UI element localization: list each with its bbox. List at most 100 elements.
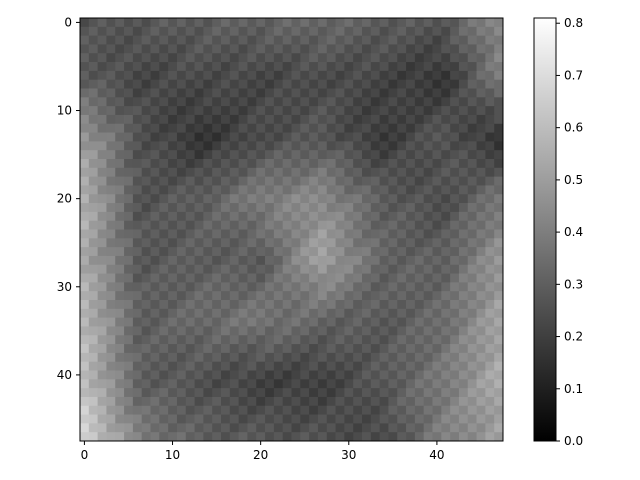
heatmap-cell bbox=[353, 291, 363, 301]
heatmap-cell bbox=[326, 150, 336, 160]
heatmap-cell bbox=[159, 229, 169, 239]
heatmap-cell bbox=[485, 150, 495, 160]
heatmap-cell bbox=[406, 211, 416, 222]
heatmap-cell bbox=[335, 326, 345, 336]
heatmap-cell bbox=[247, 35, 257, 45]
heatmap-cell bbox=[458, 167, 469, 178]
heatmap-cell bbox=[476, 326, 486, 336]
heatmap-cell bbox=[256, 53, 266, 63]
heatmap-cell bbox=[344, 335, 354, 345]
heatmap-cell bbox=[362, 26, 372, 37]
heatmap-cell bbox=[300, 308, 310, 319]
heatmap-cell bbox=[265, 255, 275, 266]
heatmap-cell bbox=[221, 361, 231, 371]
heatmap-cell bbox=[124, 379, 134, 389]
heatmap-cell bbox=[397, 176, 407, 186]
heatmap-cell bbox=[176, 255, 187, 266]
heatmap-cell bbox=[326, 308, 336, 319]
heatmap-cell bbox=[229, 344, 240, 354]
heatmap-cell bbox=[247, 361, 257, 371]
heatmap-cell bbox=[159, 150, 169, 160]
heatmap-cell bbox=[282, 123, 292, 133]
heatmap-cell bbox=[203, 388, 213, 398]
heatmap-cell bbox=[229, 114, 240, 125]
heatmap-cell bbox=[150, 70, 160, 81]
heatmap-cell bbox=[124, 291, 134, 301]
heatmap-cell bbox=[97, 352, 107, 363]
heatmap-cell bbox=[238, 88, 248, 98]
heatmap-cell bbox=[273, 53, 284, 63]
heatmap-cell bbox=[432, 26, 442, 37]
heatmap-cell bbox=[265, 79, 275, 89]
heatmap-cell bbox=[124, 326, 134, 336]
heatmap-cell bbox=[379, 379, 389, 389]
heatmap-cell bbox=[168, 238, 178, 248]
heatmap-cell bbox=[256, 370, 266, 380]
heatmap-cell bbox=[458, 53, 469, 63]
heatmap-cell bbox=[273, 388, 284, 398]
heatmap-cell bbox=[238, 53, 248, 63]
heatmap-cell bbox=[458, 194, 469, 204]
heatmap-cell bbox=[414, 388, 425, 398]
heatmap-cell bbox=[309, 176, 319, 186]
heatmap-cell bbox=[238, 273, 248, 283]
heatmap-cell bbox=[97, 388, 107, 398]
heatmap-cell bbox=[291, 79, 301, 89]
heatmap-cell bbox=[159, 44, 169, 54]
heatmap-cell bbox=[203, 282, 213, 292]
heatmap-cell bbox=[406, 238, 416, 248]
heatmap-cell bbox=[203, 70, 213, 81]
heatmap-cell bbox=[168, 123, 178, 133]
heatmap-cell bbox=[414, 194, 425, 204]
heatmap-cell bbox=[397, 35, 407, 45]
heatmap-cell bbox=[229, 35, 240, 45]
heatmap-cell bbox=[221, 396, 231, 407]
heatmap-cell bbox=[423, 229, 433, 239]
heatmap-cell bbox=[221, 18, 231, 28]
heatmap-cell bbox=[379, 361, 389, 371]
heatmap-cell bbox=[379, 106, 389, 116]
heatmap-cell bbox=[458, 26, 469, 37]
heatmap-cell bbox=[247, 432, 257, 442]
heatmap-cell bbox=[106, 106, 116, 116]
heatmap-cell bbox=[194, 123, 204, 133]
heatmap-cell bbox=[247, 123, 257, 133]
heatmap-cell bbox=[282, 344, 292, 354]
heatmap-cell bbox=[256, 79, 266, 89]
heatmap-cell bbox=[388, 176, 398, 186]
y-tick-label: 10 bbox=[57, 104, 72, 118]
heatmap-cell bbox=[362, 159, 372, 169]
heatmap-cell bbox=[176, 97, 187, 107]
heatmap-cell bbox=[388, 97, 398, 107]
heatmap-cell bbox=[203, 317, 213, 327]
heatmap-cell bbox=[124, 150, 134, 160]
heatmap-cell bbox=[414, 273, 425, 283]
heatmap-cell bbox=[458, 326, 469, 336]
heatmap-cell bbox=[229, 273, 240, 283]
heatmap-cell bbox=[458, 79, 469, 89]
heatmap-cell bbox=[256, 150, 266, 160]
heatmap-cell bbox=[414, 317, 425, 327]
heatmap-cell bbox=[256, 352, 266, 363]
heatmap-cell bbox=[273, 70, 284, 81]
heatmap-cell bbox=[203, 220, 213, 230]
heatmap-cell bbox=[141, 388, 151, 398]
heatmap-cell bbox=[212, 432, 222, 442]
heatmap-cell bbox=[124, 238, 134, 248]
heatmap-cell bbox=[353, 185, 363, 195]
heatmap-cell bbox=[379, 70, 389, 81]
heatmap-cell bbox=[88, 176, 99, 186]
heatmap-cell bbox=[291, 255, 301, 266]
heatmap-cell bbox=[141, 379, 151, 389]
heatmap-cell bbox=[265, 273, 275, 283]
heatmap-cell bbox=[185, 238, 195, 248]
heatmap-cell bbox=[238, 123, 248, 133]
heatmap-cell bbox=[159, 388, 169, 398]
heatmap-cell bbox=[317, 159, 328, 169]
heatmap-cell bbox=[432, 247, 442, 257]
heatmap-cell bbox=[221, 432, 231, 442]
heatmap-cell bbox=[168, 220, 178, 230]
heatmap-cell bbox=[406, 414, 416, 424]
heatmap-cell bbox=[414, 326, 425, 336]
heatmap-cell bbox=[159, 255, 169, 266]
